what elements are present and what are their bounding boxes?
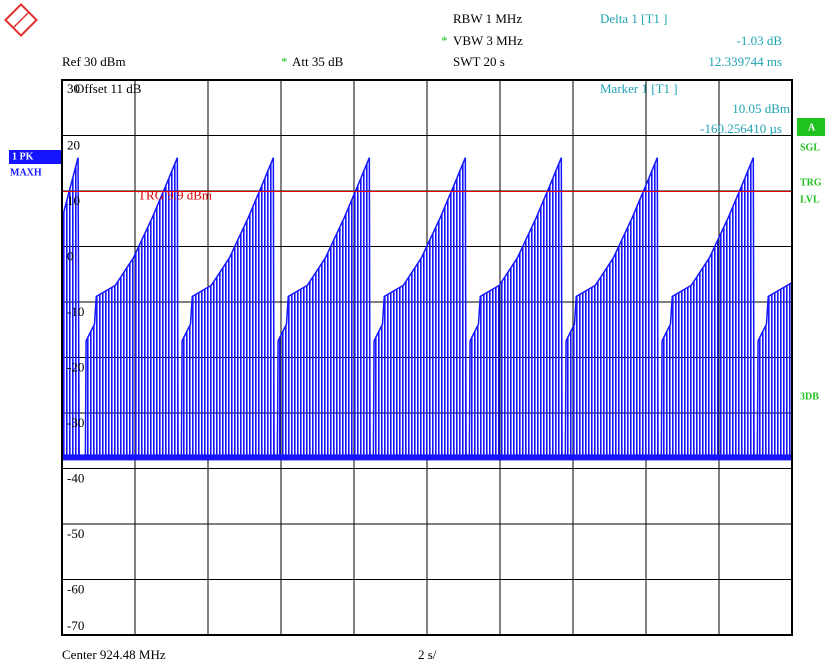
trace-mode: 1 PK bbox=[12, 151, 34, 162]
y-tick-label: 0 bbox=[67, 248, 74, 263]
side-trg: TRG bbox=[800, 177, 822, 188]
ref-level: Ref 30 dBm bbox=[62, 54, 126, 69]
y-tick-label: -50 bbox=[67, 526, 84, 541]
trigger-label: TRG 9.9 dBm bbox=[138, 188, 212, 203]
trace-detector: MAXH bbox=[10, 167, 42, 178]
rbw: RBW 1 MHz bbox=[453, 11, 522, 26]
y-tick-label: -10 bbox=[67, 304, 84, 319]
y-tick-label: -30 bbox=[67, 415, 84, 430]
span-per-div: 2 s/ bbox=[418, 647, 437, 662]
vbw: VBW 3 MHz bbox=[453, 33, 523, 48]
rs-logo bbox=[4, 3, 38, 37]
side-3db: 3DB bbox=[800, 391, 819, 402]
y-tick-label: -20 bbox=[67, 359, 84, 374]
trace-fill bbox=[62, 157, 792, 458]
y-tick-label: 10 bbox=[67, 193, 80, 208]
delta-title: Delta 1 [T1 ] bbox=[600, 11, 668, 26]
side-a-badge bbox=[797, 118, 825, 136]
delta-level: -1.03 dB bbox=[737, 33, 783, 48]
vbw-star: * bbox=[441, 33, 448, 48]
marker-level: 10.05 dBm bbox=[732, 101, 790, 116]
y-tick-label: -70 bbox=[67, 618, 84, 633]
center-frequency: Center 924.48 MHz bbox=[62, 647, 166, 662]
marker-title: Marker 1 [T1 ] bbox=[600, 81, 678, 96]
side-sgl: SGL bbox=[800, 142, 820, 153]
y-tick-label: 20 bbox=[67, 137, 80, 152]
marker-time: -160.256410 µs bbox=[700, 121, 782, 136]
trace-badge bbox=[9, 150, 61, 164]
attenuation: Att 35 dB bbox=[292, 54, 344, 69]
y-tick-label: -60 bbox=[67, 581, 84, 596]
side-a: A bbox=[808, 122, 816, 133]
plot-frame bbox=[61, 79, 793, 636]
noise-floor bbox=[62, 454, 792, 461]
plot-area: TRG 9.9 dBm 30 20 10 0 -10 -20 -30 -40 -50 -60 -70 bbox=[61, 79, 793, 636]
side-lvl: LVL bbox=[800, 194, 820, 205]
att-star: * bbox=[281, 54, 288, 69]
swt: SWT 20 s bbox=[453, 54, 505, 69]
y-tick-label: -40 bbox=[67, 470, 84, 485]
offset: Offset 11 dB bbox=[75, 81, 142, 96]
y-tick-label: 30 bbox=[67, 81, 80, 96]
delta-time: 12.339744 ms bbox=[708, 54, 782, 69]
